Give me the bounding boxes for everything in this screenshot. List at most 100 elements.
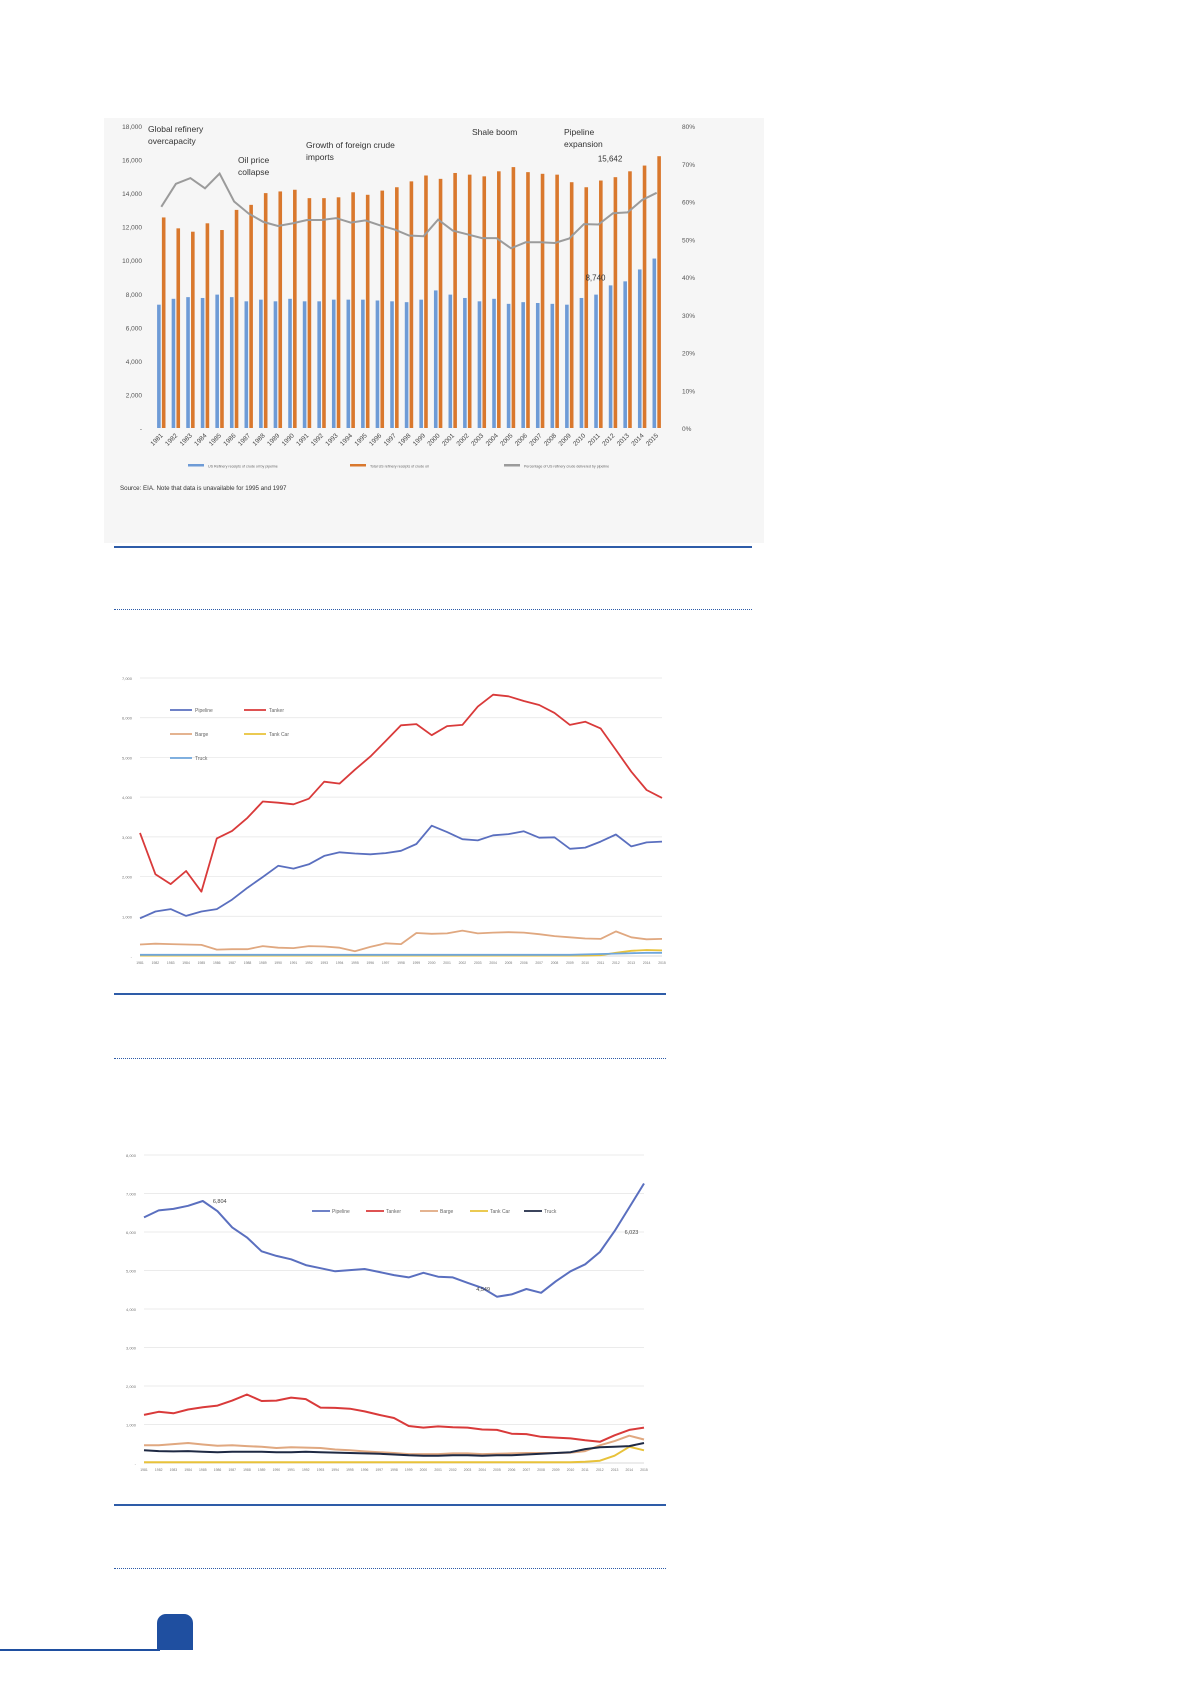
x-tick-label: 2011 (597, 961, 604, 965)
y-tick-label: 5,000 (122, 755, 133, 760)
y-right-tick-label: 40% (682, 275, 695, 282)
bar-pipeline-receipts (521, 302, 525, 428)
bar-pipeline-receipts (652, 258, 657, 428)
figure-1-bottom-rule (114, 546, 752, 548)
annotation-line: collapse (238, 167, 269, 177)
bar-pipeline-receipts (637, 269, 642, 428)
y-left-tick-label: 12,000 (122, 225, 142, 232)
figure-1-dotted-divider (114, 609, 752, 610)
x-tick-label: 2015 (658, 961, 666, 965)
legend-label: Tank Car (269, 732, 289, 738)
bar-total-receipts (599, 180, 603, 428)
value-label-6804: 6,804 (213, 1199, 227, 1205)
annotation-line: Shale boom (472, 127, 517, 137)
y-right-tick-label: 0% (682, 426, 692, 433)
x-tick-label: 2011 (582, 1468, 589, 1472)
x-tick-label: 1987 (228, 961, 236, 965)
legend-label: Percentage of US refinery crude delivere… (524, 465, 609, 469)
x-tick-label: 2001 (434, 1468, 442, 1472)
bar-pipeline-receipts (433, 290, 438, 428)
y-left-tick-label: 16,000 (122, 158, 142, 165)
figure-2-bottom-rule (114, 993, 666, 995)
y-tick-label: - (131, 954, 133, 959)
annotation-line: Oil price (238, 155, 269, 165)
x-tick-label: 2012 (612, 961, 620, 965)
annotation-label: Growth of foreign crude imports (306, 140, 395, 162)
x-tick-label: 2002 (459, 961, 467, 965)
bar-pipeline-receipts (565, 304, 569, 428)
x-tick-label: 1986 (214, 1468, 222, 1472)
x-tick-label: 1996 (367, 961, 375, 965)
bar-pipeline-receipts (317, 301, 321, 428)
x-tick-label: 1991 (290, 961, 298, 965)
bar-total-receipts (336, 197, 341, 428)
x-tick-label: 2004 (478, 1468, 486, 1472)
bar-total-receipts (351, 192, 355, 428)
x-tick-label: 2005 (505, 961, 513, 965)
figure-2-dotted-divider (114, 1058, 666, 1059)
x-tick-label: 1990 (274, 961, 282, 965)
x-tick-label: 1999 (413, 961, 421, 965)
line-tanker (143, 1393, 645, 1443)
line-truck (140, 951, 662, 956)
x-tick-label: 1982 (155, 1468, 163, 1472)
bar-total-receipts (497, 171, 501, 429)
bar-total-receipts (482, 176, 487, 428)
bar-pipeline-receipts (404, 302, 409, 428)
bar-total-receipts (555, 174, 559, 428)
bar-total-receipts (307, 198, 312, 428)
legend-label: Barge (440, 1209, 454, 1215)
x-tick-label: 1989 (259, 961, 267, 965)
y-tick-label: 2,000 (122, 875, 133, 880)
y-tick-label: 6,000 (122, 716, 133, 721)
bar-pipeline-receipts (229, 297, 234, 428)
x-tick-label: 1995 (346, 1468, 354, 1472)
x-tick-label: 1985 (199, 1468, 207, 1472)
bar-pipeline-receipts (535, 303, 540, 428)
bar-total-receipts (453, 172, 457, 428)
x-tick-label: 1998 (397, 961, 405, 965)
y-tick-label: 8,000 (126, 1153, 137, 1158)
bar-pipeline-receipts (361, 299, 365, 428)
x-tick-label: 2013 (628, 961, 636, 965)
y-tick-label: 4,000 (126, 1307, 137, 1312)
x-tick-label: 2013 (611, 1468, 619, 1472)
bar-pipeline-receipts (477, 301, 482, 428)
x-tick-label: 2000 (428, 961, 436, 965)
x-tick-label: 1998 (390, 1468, 398, 1472)
bar-total-receipts (249, 204, 253, 428)
y-left-tick-label: 10,000 (122, 258, 142, 265)
y-right-tick-label: 50% (682, 237, 695, 244)
bar-pipeline-receipts (346, 299, 351, 428)
x-tick-label: 2002 (449, 1468, 457, 1472)
bar-total-receipts (569, 182, 574, 428)
bar-pipeline-receipts (448, 294, 453, 428)
bar-pipeline-receipts (331, 299, 336, 428)
x-tick-label: 1986 (213, 961, 221, 965)
bar-pipeline-receipts (506, 303, 511, 428)
refinery-receipts-chart: - 2,000 4,000 6,000 8,000 10,000 12,000 14,000 1… (104, 118, 764, 543)
x-tick-label: 2007 (523, 1468, 531, 1472)
line-barge (139, 929, 663, 953)
x-tick-label: 1994 (331, 1468, 339, 1472)
legend-swatch (188, 464, 204, 467)
bar-total-receipts (161, 217, 166, 428)
chart-background (110, 1143, 676, 1488)
x-tick-label: 1985 (198, 961, 206, 965)
legend-label: Barge (195, 732, 209, 738)
x-tick-label: 1995 (351, 961, 359, 965)
y-right-tick-label: 60% (682, 200, 695, 207)
bar-total-receipts (176, 228, 181, 428)
x-tick-label: 2014 (643, 961, 651, 965)
bar-total-receipts (263, 193, 268, 428)
line-pipeline (139, 824, 663, 920)
y-tick-label: - (135, 1461, 137, 1466)
annotation-label: Pipeline expansion (564, 127, 603, 149)
bar-pipeline-receipts (157, 304, 161, 428)
y-right-tick-label: 30% (682, 313, 695, 320)
x-tick-label: 2001 (443, 961, 451, 965)
x-tick-label: 2003 (464, 1468, 472, 1472)
bar-total-receipts (657, 156, 661, 428)
annotation-line: imports (306, 152, 334, 162)
y-tick-label: 1,000 (122, 914, 133, 919)
